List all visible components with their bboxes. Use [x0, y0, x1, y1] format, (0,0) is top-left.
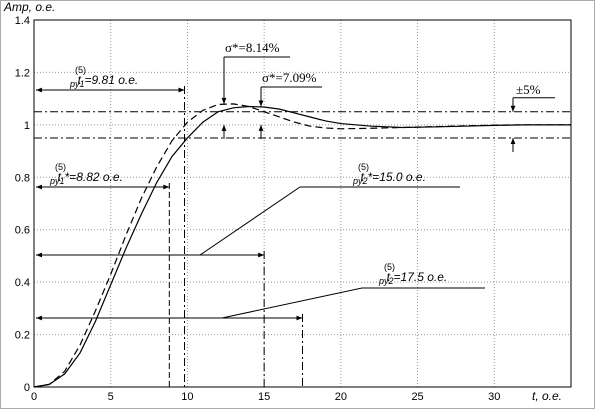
- y-tick-label: 1.2: [15, 67, 30, 79]
- x-axis-label: t, o.e.: [532, 389, 562, 403]
- band-label: ±5%: [516, 82, 541, 97]
- leader: [199, 186, 460, 256]
- label-base: t: [387, 270, 391, 284]
- x-tick-label: 25: [411, 391, 423, 403]
- x-tick-label: 5: [108, 391, 114, 403]
- label-base: t: [58, 170, 62, 184]
- label-sub: py2: [378, 276, 394, 286]
- x-tick-label: 15: [258, 391, 270, 403]
- label-sup: (5): [75, 65, 86, 75]
- x-tick-label: 10: [181, 391, 193, 403]
- y-tick-label: 1: [24, 120, 30, 132]
- y-axis-label: Amp, o.e.: [3, 0, 55, 14]
- y-tick-label: 0: [24, 382, 30, 394]
- label-base: t: [78, 73, 82, 87]
- label-base: t: [361, 170, 365, 184]
- y-tick-label: 0.6: [15, 225, 30, 237]
- overshoot-label: σ*=7.09%: [262, 70, 317, 85]
- x-tick-label: 20: [335, 391, 347, 403]
- x-tick-label: 0: [31, 391, 37, 403]
- settling-label: t(5) py1*=8.82 o.e.: [49, 162, 123, 186]
- label-sup: (5): [384, 262, 395, 272]
- label-text: *=8.82 o.e.: [65, 170, 123, 184]
- settling-label: t(5) py2*=15.0 o.e.: [352, 162, 426, 186]
- y-tick-label: 1.4: [15, 15, 30, 27]
- settling-label: t(5) py2=17.5 o.e.: [378, 262, 447, 286]
- plot-area: [33, 19, 572, 388]
- y-tick-label: 0.2: [15, 330, 30, 342]
- series-line: [33, 103, 571, 388]
- label-sub: py1: [69, 79, 85, 89]
- label-text: =17.5 o.e.: [394, 270, 448, 284]
- settling-label: t(5) py1=9.81 o.e.: [69, 65, 138, 89]
- label-text: =9.81 o.e.: [85, 73, 139, 87]
- y-tick-label: 0.4: [15, 277, 30, 289]
- label-sup: (5): [55, 162, 66, 172]
- x-tick-label: 30: [488, 391, 500, 403]
- label-sub: py2: [352, 176, 368, 186]
- label-sub: py1: [49, 176, 65, 186]
- overshoot-label: σ*=8.14%: [225, 40, 280, 55]
- y-tick-label: 0.8: [15, 172, 30, 184]
- leader: [221, 287, 485, 319]
- label-sup: (5): [358, 162, 369, 172]
- label-text: *=15.0 o.e.: [368, 170, 426, 184]
